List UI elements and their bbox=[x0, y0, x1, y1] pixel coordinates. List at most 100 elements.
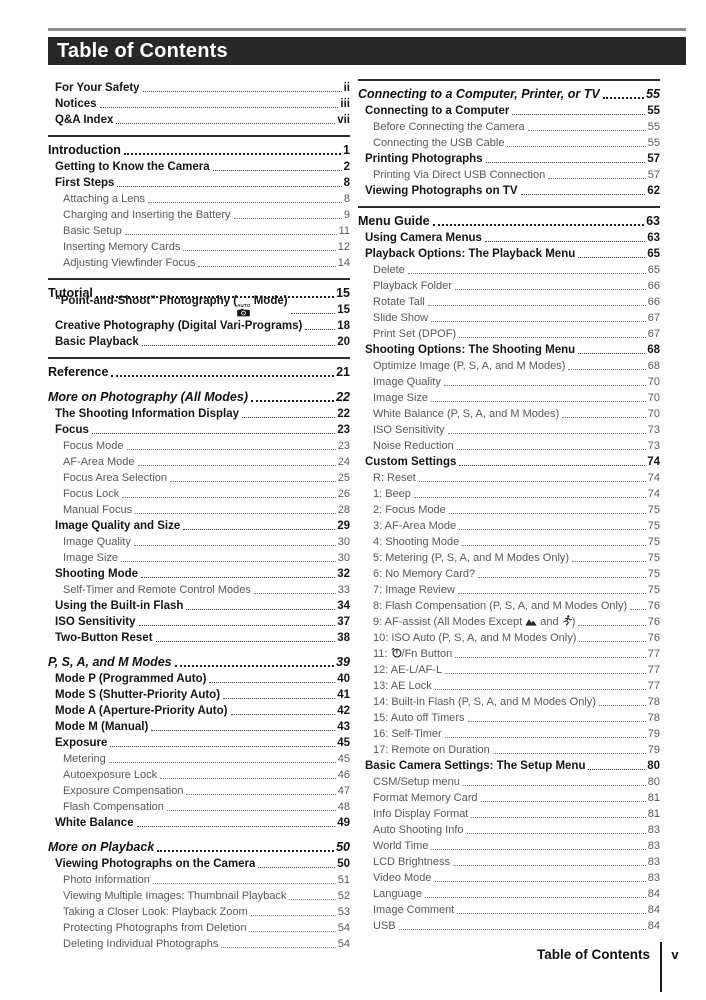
dot-leader bbox=[230, 714, 336, 715]
toc-entry: Self-Timer and Remote Control Modes 33 bbox=[48, 581, 350, 597]
toc-entry-title: More on Photography (All Modes) bbox=[48, 390, 248, 404]
dot-leader bbox=[110, 746, 336, 747]
toc-entry-page: 12 bbox=[337, 241, 350, 253]
toc-entry-page: ii bbox=[343, 82, 350, 94]
dot-leader bbox=[453, 865, 646, 866]
dot-leader bbox=[123, 153, 342, 155]
toc-entry-page: 23 bbox=[337, 424, 350, 436]
toc-entry-title: 16: Self-Timer bbox=[373, 728, 442, 740]
page-title: Table of Contents bbox=[57, 39, 228, 62]
toc-entry: Shooting Mode 32 bbox=[48, 565, 350, 581]
dot-leader bbox=[598, 705, 646, 706]
toc-entry: AF-Area Mode 24 bbox=[48, 453, 350, 469]
dot-leader bbox=[242, 417, 336, 418]
dot-leader bbox=[484, 241, 646, 242]
toc-entry-title: USB bbox=[373, 920, 396, 932]
toc-entry: USB 84 bbox=[358, 917, 660, 933]
toc-entry-page: 9 bbox=[343, 209, 350, 221]
dot-leader bbox=[141, 577, 336, 578]
toc-entry-title: Q&A Index bbox=[55, 114, 114, 126]
toc-entry: Connecting the USB Cable 55 bbox=[358, 134, 660, 150]
toc-entry: Charging and Inserting the Battery 9 bbox=[48, 206, 350, 222]
dot-leader bbox=[431, 849, 646, 850]
dot-leader bbox=[602, 97, 645, 99]
toc-entry: Basic Camera Settings: The Setup Menu 80 bbox=[358, 757, 660, 773]
toc-entry: Language 84 bbox=[358, 885, 660, 901]
toc-entry: 8: Flash Compensation (P, S, A, and M Mo… bbox=[358, 597, 660, 613]
toc-entry: Focus Mode 23 bbox=[48, 437, 350, 453]
toc-entry: Exposure 45 bbox=[48, 734, 350, 750]
toc-entry-title: 5: Metering (P, S, A, and M Modes Only) bbox=[373, 552, 570, 564]
toc-entry: 6: No Memory Card? 75 bbox=[358, 565, 660, 581]
dot-leader bbox=[147, 202, 342, 203]
toc-entry-page: 54 bbox=[337, 938, 350, 950]
dot-leader bbox=[183, 529, 336, 530]
dot-leader bbox=[305, 329, 336, 330]
toc-entry-page: 81 bbox=[647, 808, 660, 820]
toc-entry-title: More on Playback bbox=[48, 840, 155, 854]
toc-entry-page: 65 bbox=[647, 264, 660, 276]
toc-entry: World Time 83 bbox=[358, 837, 660, 853]
dot-leader bbox=[434, 689, 646, 690]
toc-entry-title: 17: Remote on Duration bbox=[373, 744, 490, 756]
toc-entry-page: 28 bbox=[337, 504, 350, 516]
toc-entry-title: Charging and Inserting the Battery bbox=[63, 209, 231, 221]
dot-leader bbox=[459, 529, 646, 530]
toc-entry-page: 83 bbox=[647, 840, 660, 852]
toc-entry: Basic Playback 20 bbox=[48, 333, 350, 349]
dot-leader bbox=[492, 753, 646, 754]
toc-entry-title: Two-Button Reset bbox=[55, 632, 153, 644]
dot-leader bbox=[398, 929, 646, 930]
toc-entry: 2: Focus Mode 75 bbox=[358, 501, 660, 517]
toc-entry: Printing Photographs 57 bbox=[358, 150, 660, 166]
toc-entry-title: Basic Playback bbox=[55, 336, 139, 348]
toc-entry-page: 74 bbox=[647, 488, 660, 500]
toc-entry-page: 73 bbox=[647, 440, 660, 452]
toc-entry: Before Connecting the Camera 55 bbox=[358, 118, 660, 134]
dot-leader bbox=[111, 375, 335, 377]
toc-entry-page: 22 bbox=[337, 408, 350, 420]
toc-entry-page: 66 bbox=[647, 296, 660, 308]
toc-entry-page: 67 bbox=[647, 328, 660, 340]
sports-mode-icon bbox=[562, 615, 572, 626]
dot-leader bbox=[459, 465, 646, 466]
dot-leader bbox=[152, 883, 336, 884]
toc-entry: Basic Setup 11 bbox=[48, 222, 350, 238]
toc-entry: Protecting Photographs from Deletion 54 bbox=[48, 919, 350, 935]
toc-entry: Viewing Photographs on TV 62 bbox=[358, 182, 660, 198]
toc-entry-title: Printing Via Direct USB Connection bbox=[373, 169, 546, 181]
toc-entry: Getting to Know the Camera 2 bbox=[48, 158, 350, 174]
dot-leader bbox=[424, 897, 646, 898]
dot-leader bbox=[579, 641, 646, 642]
dot-leader bbox=[447, 433, 646, 434]
toc-entry-page: 77 bbox=[647, 680, 660, 692]
toc-entry-title: Exposure bbox=[55, 737, 108, 749]
dot-leader bbox=[434, 881, 646, 882]
toc-entry-page: 84 bbox=[647, 920, 660, 932]
dot-leader bbox=[548, 178, 646, 179]
toc-entry-page: iii bbox=[340, 98, 350, 110]
dot-leader bbox=[126, 449, 336, 450]
dot-leader bbox=[183, 250, 336, 251]
toc-entry: Rotate Tall 66 bbox=[358, 293, 660, 309]
toc-entry-title: R: Reset bbox=[373, 472, 416, 484]
dot-leader bbox=[198, 266, 336, 267]
toc-entry: The Shooting Information Display 22 bbox=[48, 405, 350, 421]
toc-entry: 4: Shooting Mode 75 bbox=[358, 533, 660, 549]
top-rule bbox=[48, 28, 686, 31]
toc-entry-title: 13: AE Lock bbox=[373, 680, 432, 692]
page-header: Table of Contents bbox=[48, 37, 686, 65]
toc-entry: Video Mode 83 bbox=[358, 869, 660, 885]
toc-entry: Exposure Compensation 47 bbox=[48, 782, 350, 798]
toc-entry-title: Playback Folder bbox=[373, 280, 452, 292]
toc-entry-page: 53 bbox=[337, 906, 350, 918]
toc-entry-page: 79 bbox=[647, 744, 660, 756]
toc-column-left: For Your Safety ii Notices iii Q&A Index vii I… bbox=[48, 79, 350, 951]
toc-entry-title: Creative Photography (Digital Vari-Progr… bbox=[55, 320, 303, 332]
toc-entry-title: Deleting Individual Photographs bbox=[63, 938, 219, 950]
toc-entry-page: 45 bbox=[337, 753, 350, 765]
toc-entry-title: Introduction bbox=[48, 143, 121, 157]
toc-entry-page: 78 bbox=[647, 712, 660, 724]
dot-leader bbox=[467, 721, 646, 722]
toc-entry: Custom Settings 74 bbox=[358, 453, 660, 469]
